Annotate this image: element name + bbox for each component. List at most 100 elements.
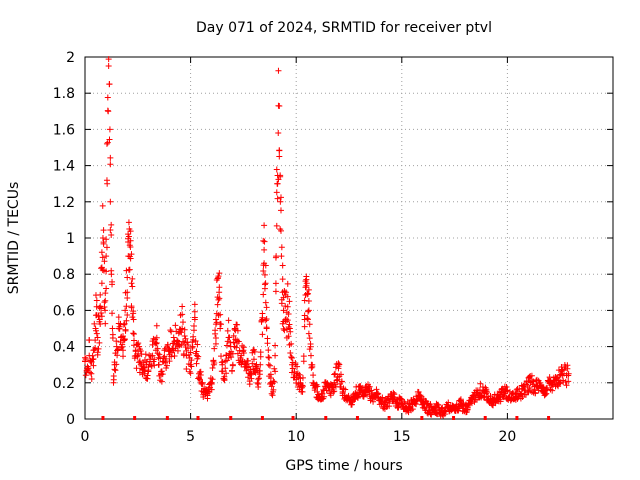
data-point <box>135 340 142 347</box>
data-point <box>278 253 285 260</box>
data-point <box>216 295 223 302</box>
data-point <box>247 371 254 378</box>
data-point <box>264 340 271 347</box>
baseline-marker <box>133 416 137 420</box>
data-point <box>272 288 279 295</box>
data-point <box>314 383 321 390</box>
data-point <box>262 280 269 287</box>
data-point <box>127 237 134 244</box>
data-point <box>281 327 288 334</box>
data-point <box>331 388 338 395</box>
data-point <box>174 337 181 344</box>
data-point <box>124 274 131 281</box>
data-point <box>178 329 185 336</box>
data-point <box>251 369 258 376</box>
data-point <box>299 374 306 381</box>
data-point <box>565 372 572 379</box>
data-point <box>152 340 159 347</box>
data-point <box>299 383 306 390</box>
data-point <box>124 311 131 318</box>
data-point <box>212 335 219 342</box>
data-point <box>88 375 95 382</box>
data-point <box>123 303 130 310</box>
y-tick-label: 2 <box>66 50 75 66</box>
data-point <box>512 390 519 397</box>
data-point <box>260 291 267 298</box>
data-point <box>92 337 99 344</box>
data-point <box>445 399 452 406</box>
data-point <box>109 331 116 338</box>
data-point <box>224 338 231 345</box>
data-point <box>95 345 102 352</box>
data-point <box>158 368 165 375</box>
data-point <box>159 371 166 378</box>
data-point <box>305 297 312 304</box>
data-point <box>93 297 100 304</box>
data-point <box>448 406 455 413</box>
data-point <box>291 368 298 375</box>
data-point <box>479 383 486 390</box>
y-tick-label: 1.6 <box>53 122 75 138</box>
y-tick-label: 0 <box>66 412 75 428</box>
data-point <box>261 238 268 245</box>
data-point <box>265 354 272 361</box>
data-point <box>235 338 242 345</box>
data-point <box>261 271 268 278</box>
data-point <box>130 310 137 317</box>
data-point <box>94 334 101 341</box>
data-point <box>277 173 284 180</box>
data-point <box>375 390 382 397</box>
data-point <box>310 372 317 379</box>
data-point <box>306 335 313 342</box>
data-point <box>100 239 107 246</box>
data-point <box>82 356 89 363</box>
data-point <box>91 320 98 327</box>
data-point <box>107 198 114 205</box>
data-point <box>116 323 123 330</box>
data-point <box>100 227 107 234</box>
data-point <box>218 321 225 328</box>
baseline-marker <box>355 416 359 420</box>
data-point <box>112 367 119 374</box>
data-point <box>194 341 201 348</box>
data-point <box>272 254 279 261</box>
data-point <box>110 372 117 379</box>
data-point <box>338 378 345 385</box>
data-point <box>103 285 110 292</box>
data-point <box>103 236 110 243</box>
data-point <box>389 395 396 402</box>
data-point <box>141 367 148 374</box>
data-point <box>216 289 223 296</box>
data-point <box>231 326 238 333</box>
data-point <box>103 268 110 275</box>
data-point <box>250 356 257 363</box>
data-point <box>265 347 272 354</box>
data-point <box>286 298 293 305</box>
data-point <box>234 327 241 334</box>
data-point <box>182 335 189 342</box>
data-point <box>167 327 174 334</box>
data-point <box>219 368 226 375</box>
data-point <box>526 384 533 391</box>
data-point <box>284 317 291 324</box>
data-point <box>132 348 139 355</box>
data-point <box>105 56 112 63</box>
data-point <box>457 396 464 403</box>
data-point <box>99 235 106 241</box>
data-point <box>303 282 310 289</box>
data-point <box>179 319 186 326</box>
data-point <box>305 308 312 315</box>
data-point <box>88 359 95 366</box>
data-point <box>98 264 105 271</box>
data-point <box>127 228 134 235</box>
data-point <box>85 365 92 372</box>
data-point <box>305 286 312 293</box>
data-point <box>332 370 339 377</box>
data-point <box>178 341 185 348</box>
data-point <box>130 330 137 337</box>
baseline-marker <box>483 416 487 420</box>
data-point <box>122 327 129 334</box>
data-point <box>223 370 230 377</box>
data-point <box>305 316 312 323</box>
data-point <box>407 404 414 411</box>
